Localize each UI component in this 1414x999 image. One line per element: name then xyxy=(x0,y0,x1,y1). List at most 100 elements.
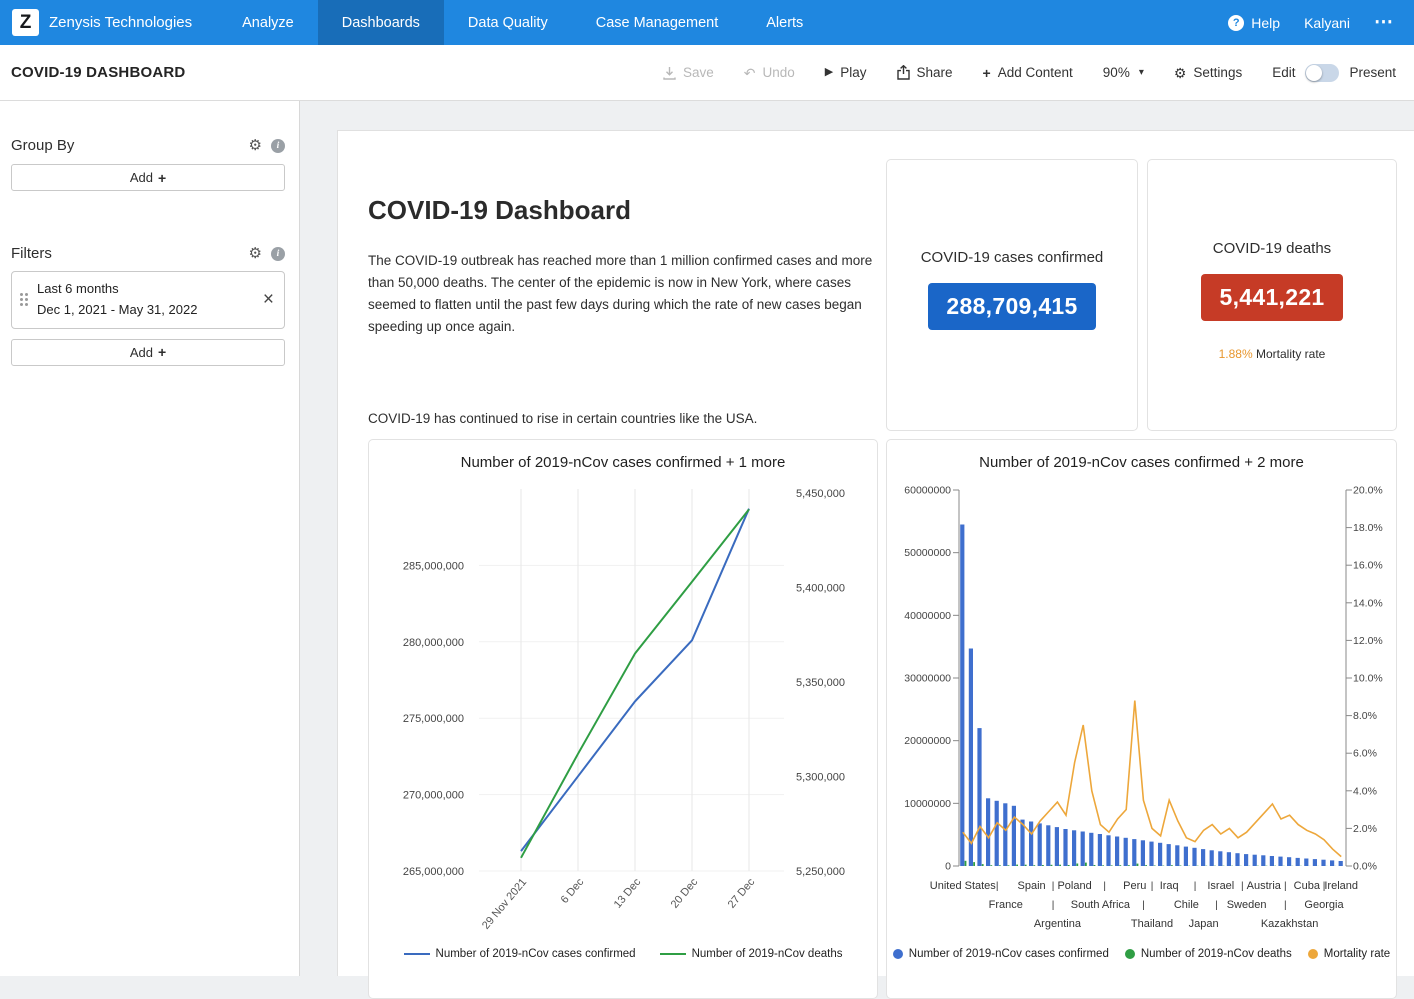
legend-label: Number of 2019-nCov cases confirmed xyxy=(909,948,1109,960)
svg-text:5,300,000: 5,300,000 xyxy=(796,771,845,783)
svg-text:20000000: 20000000 xyxy=(904,735,951,747)
undo-button[interactable]: ↶ Undo xyxy=(744,65,795,80)
dashboard-toolbar: COVID-19 DASHBOARD Save ↶ Undo ▶ Play Sh… xyxy=(0,45,1414,101)
legend-item: Number of 2019-nCov deaths xyxy=(1125,948,1292,960)
svg-text:Iraq: Iraq xyxy=(1160,880,1179,892)
share-button[interactable]: Share xyxy=(897,65,953,80)
cases-confirmed-value: 288,709,415 xyxy=(928,283,1095,330)
filters-title: Filters xyxy=(11,245,249,262)
play-button[interactable]: ▶ Play xyxy=(825,65,867,80)
save-label: Save xyxy=(683,65,714,80)
save-button[interactable]: Save xyxy=(663,65,714,80)
svg-text:280,000,000: 280,000,000 xyxy=(403,637,464,649)
svg-text:5,250,000: 5,250,000 xyxy=(796,866,845,878)
deaths-title: COVID-19 deaths xyxy=(1148,240,1396,257)
filters-settings-icon[interactable]: ⚙ xyxy=(249,246,262,261)
svg-text:|: | xyxy=(1194,881,1197,892)
bar-chart-svg[interactable]: 0100000002000000030000000400000005000000… xyxy=(887,475,1396,945)
svg-text:Austria: Austria xyxy=(1247,880,1282,892)
svg-text:|: | xyxy=(1284,900,1287,911)
group-by-add-button[interactable]: Add + xyxy=(11,164,285,191)
svg-text:|: | xyxy=(1215,900,1218,911)
legend-label: Number of 2019-nCov deaths xyxy=(692,948,843,960)
drag-handle-icon[interactable] xyxy=(20,293,28,306)
edit-present-toggle[interactable] xyxy=(1305,64,1339,82)
mortality-rate-value: 1.88% xyxy=(1219,347,1253,361)
zoom-select[interactable]: 90% ▾ xyxy=(1103,65,1144,80)
svg-text:5,400,000: 5,400,000 xyxy=(796,582,845,594)
legend-item: Number of 2019-nCov deaths xyxy=(660,948,843,960)
svg-text:Argentina: Argentina xyxy=(1034,918,1082,930)
undo-icon: ↶ xyxy=(744,66,756,80)
user-menu[interactable]: Kalyani xyxy=(1304,15,1350,31)
filter-chip[interactable]: Last 6 months Dec 1, 2021 - May 31, 2022… xyxy=(11,271,285,329)
svg-text:2.0%: 2.0% xyxy=(1353,823,1377,835)
svg-text:Kazakhstan: Kazakhstan xyxy=(1261,918,1318,930)
svg-text:6 Dec: 6 Dec xyxy=(559,876,587,906)
legend-label: Number of 2019-nCov deaths xyxy=(1141,948,1292,960)
bar-chart-title: Number of 2019-nCov cases confirmed + 2 … xyxy=(887,454,1396,471)
legend-label: Mortality rate xyxy=(1324,948,1390,960)
svg-text:|: | xyxy=(1323,881,1326,892)
nav-tab-analyze[interactable]: Analyze xyxy=(218,0,318,45)
bar-chart-card[interactable]: Number of 2019-nCov cases confirmed + 2 … xyxy=(886,439,1397,999)
help-button[interactable]: ? Help xyxy=(1228,15,1280,31)
svg-text:|: | xyxy=(1151,881,1154,892)
help-label: Help xyxy=(1251,15,1280,31)
svg-text:United States: United States xyxy=(930,880,997,892)
svg-text:|: | xyxy=(996,881,999,892)
plus-icon: + xyxy=(158,344,166,360)
settings-button[interactable]: ⚙ Settings xyxy=(1174,65,1242,80)
help-icon: ? xyxy=(1228,15,1244,31)
line-chart-svg[interactable]: 265,000,000270,000,000275,000,000280,000… xyxy=(369,475,877,945)
chevron-down-icon: ▾ xyxy=(1139,67,1144,78)
play-label: Play xyxy=(840,65,866,80)
edit-label: Edit xyxy=(1272,65,1295,80)
deaths-card[interactable]: COVID-19 deaths 5,441,221 1.88% Mortalit… xyxy=(1147,159,1397,431)
group-by-info-icon[interactable]: i xyxy=(271,139,285,153)
intro-tile: COVID-19 Dashboard The COVID-19 outbreak… xyxy=(368,195,880,426)
svg-text:8.0%: 8.0% xyxy=(1353,710,1377,722)
add-content-button[interactable]: + Add Content xyxy=(983,65,1073,80)
nav-tab-alerts[interactable]: Alerts xyxy=(742,0,827,45)
plus-icon: + xyxy=(983,66,991,80)
svg-text:South Africa: South Africa xyxy=(1071,899,1131,911)
dashboard-canvas: COVID-19 Dashboard The COVID-19 outbreak… xyxy=(301,101,1414,976)
svg-text:60000000: 60000000 xyxy=(904,485,951,497)
svg-text:0.0%: 0.0% xyxy=(1353,861,1377,873)
group-by-settings-icon[interactable]: ⚙ xyxy=(249,138,262,153)
zenysis-logo-icon: Z xyxy=(12,9,39,36)
svg-text:6.0%: 6.0% xyxy=(1353,748,1377,760)
svg-text:Japan: Japan xyxy=(1189,918,1219,930)
mortality-rate-label: Mortality rate xyxy=(1256,347,1325,361)
nav-tab-dashboards[interactable]: Dashboards xyxy=(318,0,444,45)
dashboard-description: The COVID-19 outbreak has reached more t… xyxy=(368,250,880,337)
nav-tab-data-quality[interactable]: Data Quality xyxy=(444,0,572,45)
legend-swatch-icon xyxy=(1308,949,1318,959)
filters-info-icon[interactable]: i xyxy=(271,247,285,261)
group-by-title: Group By xyxy=(11,137,249,154)
cases-confirmed-card[interactable]: COVID-19 cases confirmed 288,709,415 xyxy=(886,159,1138,431)
close-icon[interactable]: × xyxy=(263,290,274,309)
cases-confirmed-title: COVID-19 cases confirmed xyxy=(887,249,1137,266)
undo-label: Undo xyxy=(763,65,795,80)
svg-text:20 Dec: 20 Dec xyxy=(669,876,701,911)
svg-text:14.0%: 14.0% xyxy=(1353,597,1383,609)
more-menu-icon[interactable]: ⋯ xyxy=(1374,13,1394,32)
line-chart-card[interactable]: Number of 2019-nCov cases confirmed + 1 … xyxy=(368,439,878,999)
settings-label: Settings xyxy=(1193,65,1242,80)
filter-date-range: Dec 1, 2021 - May 31, 2022 xyxy=(37,300,254,321)
svg-text:Ireland: Ireland xyxy=(1324,880,1358,892)
filters-add-button[interactable]: Add + xyxy=(11,339,285,366)
mortality-footnote: 1.88% Mortality rate xyxy=(1148,347,1396,361)
navbar-right: ? Help Kalyani ⋯ xyxy=(1228,0,1414,45)
svg-text:275,000,000: 275,000,000 xyxy=(403,713,464,725)
dashboard-title: COVID-19 Dashboard xyxy=(368,195,880,226)
svg-text:30000000: 30000000 xyxy=(904,673,951,685)
nav-tab-case-management[interactable]: Case Management xyxy=(572,0,743,45)
share-label: Share xyxy=(917,65,953,80)
brand[interactable]: Z Zenysis Technologies xyxy=(0,0,218,45)
svg-text:50000000: 50000000 xyxy=(904,547,951,559)
svg-text:Sweden: Sweden xyxy=(1227,899,1267,911)
